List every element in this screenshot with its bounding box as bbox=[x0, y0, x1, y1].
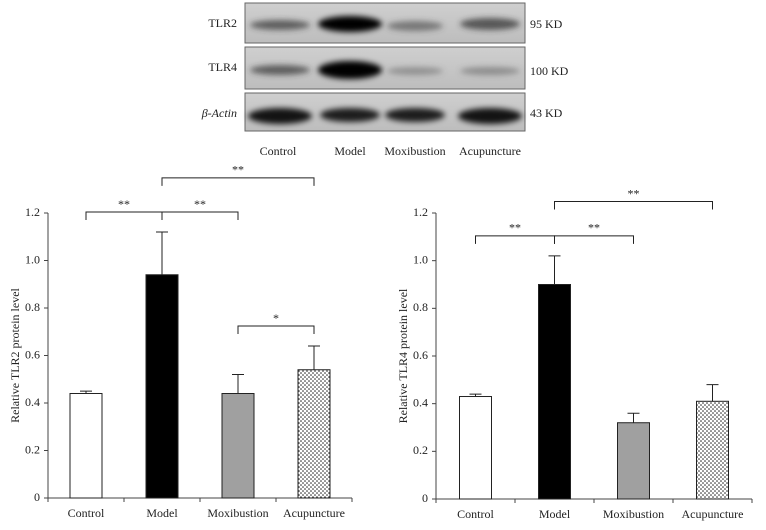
blot-row-label: TLR4 bbox=[208, 60, 237, 74]
x-tick-label: Control bbox=[457, 507, 494, 521]
blot-band bbox=[250, 20, 310, 30]
x-tick-label: Model bbox=[146, 506, 178, 520]
y-tick-label: 0 bbox=[34, 490, 40, 504]
significance-bracket bbox=[475, 235, 555, 244]
significance-label: ** bbox=[628, 186, 640, 200]
blot-lane-label: Model bbox=[334, 144, 366, 158]
error-bar bbox=[548, 255, 561, 285]
y-tick-label: 0.4 bbox=[413, 395, 428, 409]
y-tick-label: 0.4 bbox=[25, 395, 40, 409]
x-tick-label: Control bbox=[68, 506, 105, 520]
y-tick-label: 1.2 bbox=[25, 205, 40, 219]
bar-chart: 0 0.2 0.4 0.6 0.8 1.0 1.2 Relative TLR2 protein… bbox=[8, 163, 353, 520]
significance-label: * bbox=[273, 311, 279, 325]
blot-band bbox=[248, 108, 312, 124]
y-tick-label: 0 bbox=[422, 491, 428, 505]
blot-band bbox=[387, 21, 443, 31]
error-bar bbox=[469, 393, 482, 397]
significance-label: ** bbox=[588, 221, 600, 235]
significance-bracket bbox=[161, 211, 239, 221]
significance-bracket bbox=[161, 177, 315, 186]
bar-chart: 0 0.2 0.4 0.6 0.8 1.0 1.2 Relative TLR4 protein… bbox=[396, 186, 753, 521]
blot-size-label: 100 KD bbox=[530, 64, 569, 78]
blot-lane-label: Control bbox=[260, 144, 297, 158]
blot-band bbox=[318, 61, 382, 79]
blot-size-label: 43 KD bbox=[530, 106, 563, 120]
blot-size-label: 95 KD bbox=[530, 17, 563, 31]
bar bbox=[459, 396, 492, 500]
error-bar bbox=[232, 374, 244, 394]
y-tick-label: 1.2 bbox=[413, 205, 428, 219]
significance-label: ** bbox=[194, 197, 206, 211]
bar bbox=[297, 369, 331, 499]
y-tick-label: 0.6 bbox=[413, 348, 428, 362]
significance-label: ** bbox=[509, 221, 521, 235]
x-tick-label: Moxibustion bbox=[603, 507, 664, 521]
error-bar bbox=[308, 345, 320, 370]
blot-row-label: β-Actin bbox=[201, 106, 237, 120]
x-tick-label: Moxibustion bbox=[207, 506, 268, 520]
blot-row-label: TLR2 bbox=[208, 16, 237, 30]
x-tick-label: Acupuncture bbox=[682, 507, 744, 521]
bar bbox=[69, 393, 103, 499]
blot-band bbox=[387, 67, 443, 75]
error-bar bbox=[156, 231, 168, 275]
blot-band bbox=[320, 108, 380, 122]
significance-bracket bbox=[237, 325, 315, 335]
blot-band bbox=[250, 65, 310, 75]
error-bar bbox=[80, 390, 92, 394]
y-tick-label: 1.0 bbox=[25, 252, 40, 266]
significance-bracket bbox=[554, 201, 713, 210]
blot-band bbox=[460, 67, 520, 75]
error-bar bbox=[706, 384, 719, 402]
bar bbox=[538, 284, 571, 500]
western-blot: TLR2 TLR4 β-Actin 95 KD 100 KD 43 KD Con… bbox=[201, 2, 569, 158]
y-tick-label: 0.2 bbox=[413, 443, 428, 457]
bar bbox=[696, 400, 729, 500]
bar bbox=[617, 422, 650, 500]
blot-band bbox=[460, 18, 520, 30]
x-tick-label: Acupuncture bbox=[283, 506, 345, 520]
y-tick-label: 0.6 bbox=[25, 347, 40, 361]
y-tick-label: 0.2 bbox=[25, 442, 40, 456]
significance-label: ** bbox=[232, 163, 244, 177]
y-axis-label: Relative TLR4 protein level bbox=[396, 288, 410, 423]
blot-band bbox=[318, 16, 382, 32]
significance-label: ** bbox=[118, 197, 130, 211]
blot-lane-label: Moxibustion bbox=[384, 144, 445, 158]
significance-bracket bbox=[554, 235, 634, 244]
significance-bracket bbox=[85, 211, 163, 221]
blot-band bbox=[385, 108, 445, 122]
blot-lane-label: Acupuncture bbox=[459, 144, 521, 158]
bar bbox=[221, 393, 255, 499]
y-axis-label: Relative TLR2 protein level bbox=[8, 287, 22, 422]
error-bar bbox=[627, 412, 640, 423]
y-tick-label: 0.8 bbox=[25, 300, 40, 314]
y-tick-label: 0.8 bbox=[413, 300, 428, 314]
y-tick-label: 1.0 bbox=[413, 252, 428, 266]
x-tick-label: Model bbox=[539, 507, 571, 521]
bar bbox=[145, 274, 179, 499]
blot-band bbox=[458, 108, 522, 124]
